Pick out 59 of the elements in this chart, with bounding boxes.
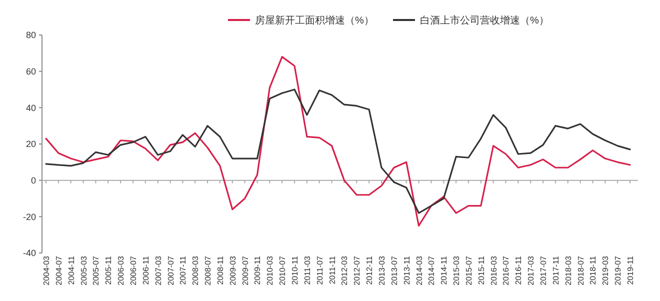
x-tick-label: 2014-03 [414, 255, 424, 286]
x-tick-label: 2017-07 [539, 255, 548, 286]
x-tick-label: 2004-07 [54, 255, 64, 286]
x-tick-label: 2006-03 [116, 255, 126, 286]
x-tick-label: 2005-07 [92, 255, 101, 286]
legend-label: 白酒上市公司营收增速（%） [420, 14, 549, 26]
x-tick-label: 2006-07 [128, 255, 138, 286]
x-tick-label: 2006-11 [141, 255, 150, 285]
x-tick-label: 2014-11 [440, 255, 449, 285]
x-tick-label: 2011-07 [315, 255, 324, 285]
x-tick-label: 2009-03 [228, 255, 238, 286]
y-tick-label: 20 [26, 139, 36, 150]
x-tick-label: 2015-07 [464, 255, 474, 286]
x-tick-label: 2018-03 [564, 255, 573, 286]
x-tick-label: 2008-11 [216, 255, 225, 285]
x-tick-label: 2018-07 [576, 255, 586, 286]
x-tick-label: 2009-07 [240, 255, 250, 286]
x-tick-label: 2004-03 [42, 255, 51, 286]
x-tick-label: 2009-11 [253, 255, 262, 285]
x-tick-label: 2018-11 [588, 255, 598, 285]
x-tick-label: 2019-03 [601, 255, 610, 286]
x-tick-label: 2012-07 [352, 255, 362, 286]
x-tick-label: 2016-03 [489, 255, 498, 286]
x-tick-label: 2019-07 [614, 255, 623, 286]
x-tick-label: 2013-11 [402, 255, 412, 285]
x-tick-label: 2016-07 [502, 255, 511, 286]
x-tick-label: 2011-11 [328, 255, 337, 284]
y-tick-label: 80 [26, 30, 36, 40]
x-tick-label: 2005-03 [79, 255, 88, 286]
x-tick-label: 2015-03 [452, 255, 462, 286]
x-tick-label: 2014-07 [427, 255, 436, 286]
y-tick-label: 0 [30, 175, 36, 186]
x-tick-label: 2017-03 [526, 255, 536, 286]
x-tick-label: 2019-11 [626, 255, 635, 285]
legend-label: 房屋新开工面积增速（%） [255, 14, 374, 26]
y-tick-label: 60 [26, 66, 36, 76]
x-tick-label: 2012-11 [365, 255, 374, 285]
x-tick-label: 2010-11 [290, 255, 300, 285]
x-tick-label: 2007-11 [178, 255, 188, 285]
x-tick-label: 2015-11 [476, 255, 486, 285]
x-tick-label: 2012-03 [340, 255, 350, 286]
x-tick-label: 2017-11 [551, 255, 560, 285]
x-tick-label: 2004-11 [66, 255, 76, 285]
x-tick-label: 2011-03 [302, 255, 312, 285]
x-tick-label: 2007-03 [154, 255, 163, 286]
x-tick-label: 2007-07 [166, 255, 176, 286]
line-series [45, 56, 631, 227]
x-tick-label: 2005-11 [104, 255, 114, 285]
y-tick-label: 40 [26, 102, 36, 113]
x-tick-label: 2008-07 [204, 255, 213, 286]
x-tick-label: 2010-03 [266, 255, 275, 286]
x-tick-label: 2013-07 [390, 255, 399, 286]
y-tick-label: -20 [22, 212, 36, 222]
x-tick-label: 2008-03 [191, 255, 200, 286]
y-tick-label: -40 [22, 248, 36, 258]
x-tick-label: 2010-07 [278, 255, 288, 286]
x-tick-label: 2016-11 [514, 255, 524, 285]
x-tick-label: 2013-03 [377, 255, 386, 286]
line-series [45, 88, 631, 214]
